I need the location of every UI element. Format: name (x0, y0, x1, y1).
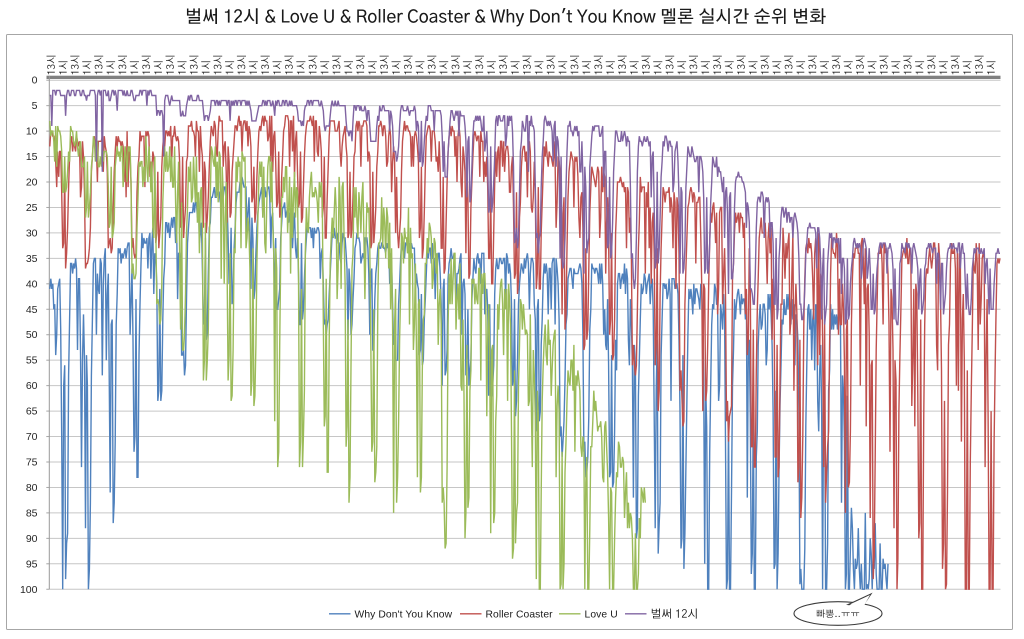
svg-text:20: 20 (26, 177, 38, 189)
svg-text:10: 10 (26, 126, 38, 138)
svg-text:80: 80 (26, 482, 38, 494)
svg-text:85: 85 (26, 507, 38, 519)
svg-text:65: 65 (26, 406, 38, 418)
svg-text:5: 5 (32, 100, 38, 112)
svg-text:70: 70 (26, 431, 38, 443)
svg-text:90: 90 (26, 533, 38, 545)
svg-text:Love U: Love U (585, 609, 618, 620)
svg-text:25: 25 (26, 202, 38, 214)
svg-text:50: 50 (26, 329, 38, 341)
svg-text:35: 35 (26, 253, 38, 265)
svg-text:30: 30 (26, 227, 38, 239)
svg-text:55: 55 (26, 355, 38, 367)
svg-text:Why Don't You Know: Why Don't You Know (355, 609, 453, 620)
svg-text:Roller Coaster: Roller Coaster (486, 609, 554, 620)
svg-text:0: 0 (32, 75, 38, 87)
svg-text:15: 15 (26, 151, 38, 163)
svg-text:100: 100 (20, 584, 38, 596)
svg-text:60: 60 (26, 380, 38, 392)
svg-text:95: 95 (26, 558, 38, 570)
svg-text:45: 45 (26, 304, 38, 316)
svg-text:75: 75 (26, 456, 38, 468)
svg-text:40: 40 (26, 278, 38, 290)
